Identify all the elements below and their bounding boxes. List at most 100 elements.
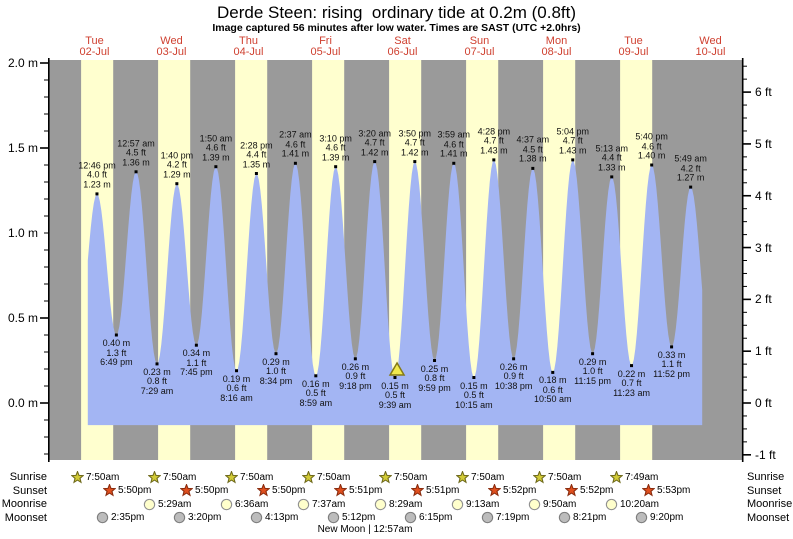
tide-annotation-line: 6:49 pm bbox=[100, 357, 133, 367]
moonset-row-label-right: Moonset bbox=[747, 511, 790, 524]
tide-annotation-line: 4:28 pm bbox=[477, 126, 511, 137]
moonset-moon-icon bbox=[96, 511, 109, 524]
moonset-time: 5:12pm bbox=[342, 512, 376, 523]
sunrise-entry: 7:49am bbox=[610, 470, 658, 484]
day-header: Wed 03-Jul bbox=[157, 36, 187, 58]
sunrise-entry: 7:50am bbox=[225, 470, 273, 484]
day-date: 06-Jul bbox=[387, 46, 418, 58]
moonrise-row-label-left: Moonrise bbox=[1, 498, 47, 510]
day-date: 05-Jul bbox=[310, 46, 341, 58]
sunset-star-icon bbox=[411, 484, 424, 497]
right-axis-label: 5 ft bbox=[755, 136, 772, 151]
low-tide-annotation: 0.33 m 1.1 ft 11:52 pm bbox=[653, 350, 690, 380]
moonrise-entry: 6:36am bbox=[220, 497, 268, 511]
moonrise-entry: 9:13am bbox=[451, 497, 499, 511]
tide-annotation-line: 7:45 pm bbox=[180, 367, 213, 378]
tide-annotation-line: 1.39 m bbox=[202, 152, 230, 163]
tide-annotation-line: 1.0 ft bbox=[265, 366, 286, 377]
moonrise-moon-icon bbox=[528, 498, 541, 510]
low-tide-point bbox=[393, 376, 397, 379]
tide-annotation-line: 1.40 m bbox=[637, 150, 666, 161]
tide-annotation-line: 1:40 pm bbox=[160, 150, 194, 161]
high-tide-annotation: 3:50 pm 4.7 ft 1.42 m bbox=[399, 129, 432, 158]
left-axis-label: 1.5 m bbox=[7, 141, 38, 155]
tide-annotation-line: 0.15 m bbox=[381, 380, 409, 391]
tide-annotation-line: 3:59 am bbox=[437, 129, 471, 140]
sunrise-time: 7:49am bbox=[625, 471, 659, 483]
day-date: 09-Jul bbox=[618, 46, 649, 58]
tide-annotation-line: 1.43 m bbox=[558, 145, 587, 156]
sunrise-star-icon bbox=[379, 470, 392, 484]
tide-annotation-line: 1:50 am bbox=[199, 133, 233, 144]
low-tide-annotation: 0.34 m 1.1 ft 7:45 pm bbox=[180, 349, 213, 378]
sunrise-entry: 7:50am bbox=[379, 470, 427, 484]
high-tide-annotation: 3:20 am 4.7 ft 1.42 m bbox=[358, 129, 391, 158]
day-header: Thu 04-Jul bbox=[234, 36, 264, 58]
tide-annotation-line: 3:10 pm bbox=[319, 133, 352, 144]
moonrise-time: 8:29am bbox=[389, 498, 423, 510]
tide-annotation-line: 1.1 ft bbox=[661, 359, 682, 370]
tide-annotation-line: 1.35 m bbox=[242, 159, 271, 169]
moonset-moon-icon bbox=[635, 511, 648, 524]
tide-annotation-line: 4.6 ft bbox=[443, 139, 464, 150]
high-tide-point bbox=[134, 170, 138, 174]
day-date: 10-Jul bbox=[695, 46, 726, 58]
day-of-week: Wed bbox=[160, 35, 183, 47]
tide-annotation-line: 0.29 m bbox=[262, 356, 290, 367]
tide-annotation-line: 5:49 am bbox=[674, 153, 707, 164]
low-tide-point bbox=[630, 364, 634, 368]
sunrise-time: 7:50am bbox=[471, 471, 505, 483]
tide-annotation-line: 4.4 ft bbox=[246, 149, 267, 160]
tide-annotation-line: 0.5 ft bbox=[305, 388, 326, 399]
tide-annotation-line: 10:50 am bbox=[533, 394, 572, 405]
sunrise-star-icon bbox=[148, 470, 161, 484]
tide-annotation-line: 4.4 ft bbox=[601, 152, 622, 163]
moonset-entry: 3:20pm bbox=[173, 511, 221, 525]
day-header: Fri 05-Jul bbox=[311, 36, 341, 58]
high-tide-annotation: 3:10 pm 4.6 ft 1.39 m bbox=[319, 134, 352, 163]
tide-annotation-line: 1.0 ft bbox=[582, 366, 603, 377]
right-axis-label: 1 ft bbox=[755, 344, 772, 359]
tide-annotation-line: 3:20 am bbox=[358, 128, 391, 139]
tide-annotation-line: 2:37 am bbox=[279, 129, 312, 140]
sunset-time: 5:53pm bbox=[657, 485, 691, 496]
tide-annotation-line: 1.29 m bbox=[163, 169, 191, 180]
tide-annotation-line: 1.41 m bbox=[281, 148, 310, 159]
moonset-entry: 4:13pm bbox=[250, 511, 298, 525]
moonrise-moon-icon bbox=[143, 498, 156, 510]
tide-curve bbox=[87, 160, 703, 426]
tide-annotation-line: 0.7 ft bbox=[621, 378, 642, 389]
low-tide-annotation: 0.16 m 0.5 ft 8:59 am bbox=[300, 379, 333, 409]
moonset-time: 2:35pm bbox=[111, 512, 145, 523]
tide-annotation-line: 0.6 ft bbox=[542, 384, 563, 395]
low-tide-point bbox=[274, 352, 278, 356]
sunset-star-icon bbox=[334, 484, 347, 497]
sunrise-star-icon bbox=[610, 470, 623, 484]
low-tide-point bbox=[353, 357, 357, 361]
high-tide-annotation: 2:28 pm 4.4 ft 1.35 m bbox=[240, 140, 273, 170]
tide-annotation-line: 1.36 m bbox=[122, 157, 150, 168]
moonset-entry: 6:15pm bbox=[404, 511, 452, 525]
low-tide-point bbox=[314, 374, 318, 378]
sunrise-row-label-right: Sunrise bbox=[747, 471, 785, 483]
tide-annotation-line: 0.26 m bbox=[499, 361, 528, 372]
moonset-time: 3:20pm bbox=[188, 512, 222, 523]
tide-annotation-line: 0.8 ft bbox=[424, 373, 445, 383]
page-subtitle: Image captured 56 minutes after low wate… bbox=[212, 22, 581, 34]
tide-annotation-line: 0.9 ft bbox=[503, 371, 524, 382]
moonset-entry: 5:12pm bbox=[327, 511, 375, 525]
sunrise-star-icon bbox=[533, 470, 546, 484]
day-of-week: Sat bbox=[394, 35, 411, 47]
tide-annotation-line: 9:39 am bbox=[378, 399, 412, 410]
moonrise-time: 6:36am bbox=[235, 498, 269, 510]
high-tide-point bbox=[610, 175, 614, 179]
moonset-entry: 8:21pm bbox=[558, 511, 606, 525]
low-tide-annotation: 0.26 m 0.9 ft 9:18 pm bbox=[339, 362, 372, 392]
sunrise-time: 7:50am bbox=[240, 471, 274, 483]
sunset-star-icon bbox=[488, 484, 501, 497]
sunrise-entry: 7:50am bbox=[302, 470, 350, 484]
moonset-entry: 2:35pm bbox=[96, 511, 144, 525]
sunset-entry: 5:51pm bbox=[411, 484, 459, 498]
day-of-week: Tue bbox=[85, 35, 104, 47]
